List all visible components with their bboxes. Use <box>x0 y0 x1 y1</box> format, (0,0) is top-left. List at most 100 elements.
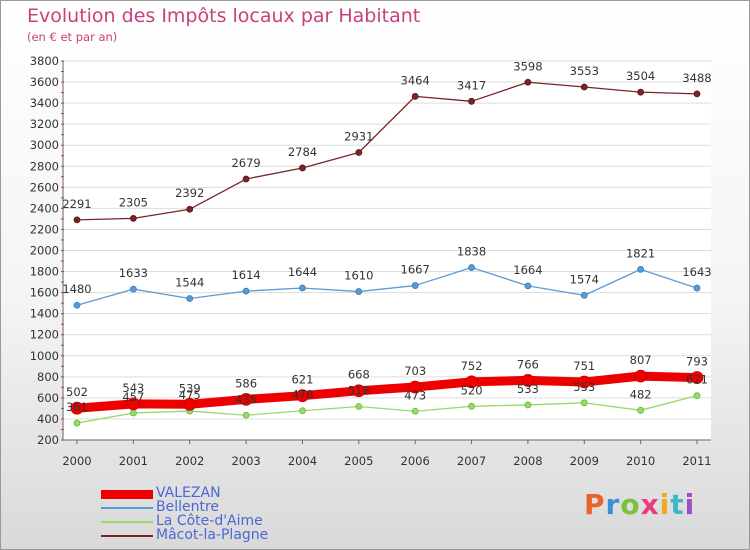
x-tick-label: 2006 <box>401 454 430 468</box>
data-label: 2291 <box>62 197 91 211</box>
x-tick-label: 2000 <box>62 454 91 468</box>
legend-label: Mâcot-la-Plagne <box>156 527 269 543</box>
data-label: 2679 <box>231 156 260 170</box>
data-label: 1838 <box>457 245 486 259</box>
y-tick-label: 3600 <box>30 75 59 89</box>
x-tick-label: 2010 <box>626 454 655 468</box>
legend-swatch <box>101 489 153 499</box>
data-point <box>73 301 81 309</box>
x-tick-label: 2009 <box>570 454 599 468</box>
data-point <box>411 282 419 289</box>
y-tick-label: 1200 <box>30 328 59 342</box>
x-tick-label: 2008 <box>513 454 542 468</box>
logo-letter: x <box>640 488 660 521</box>
data-label: 1480 <box>62 282 91 296</box>
data-point <box>355 403 363 410</box>
data-label: 1821 <box>626 246 655 260</box>
data-label: 457 <box>122 390 144 404</box>
data-label: 621 <box>686 373 708 387</box>
data-label: 1610 <box>344 269 373 283</box>
data-point <box>299 164 306 172</box>
data-label: 1574 <box>570 272 599 286</box>
x-tick-label: 2007 <box>457 454 486 468</box>
data-point <box>693 284 701 292</box>
data-point <box>242 175 250 183</box>
data-point <box>186 205 194 213</box>
data-label: 543 <box>122 381 144 395</box>
data-point <box>634 369 648 383</box>
data-point <box>129 285 137 293</box>
data-point <box>411 407 419 415</box>
data-point <box>70 401 84 415</box>
legend-swatch <box>101 535 153 537</box>
data-point <box>693 90 701 98</box>
data-point <box>126 397 140 411</box>
data-point <box>186 295 194 302</box>
data-label: 766 <box>517 357 539 371</box>
legend-item: Bellentre <box>101 499 361 515</box>
y-tick-label: 2000 <box>30 244 59 258</box>
legend-label: Bellentre <box>156 499 220 515</box>
data-point <box>468 97 475 105</box>
legend-item: VALEZAN <box>101 485 361 501</box>
data-label: 2931 <box>344 129 373 143</box>
data-point <box>73 216 81 224</box>
data-label: 2305 <box>119 195 148 209</box>
y-tick-label: 400 <box>37 412 59 426</box>
x-tick-label: 2005 <box>344 454 373 468</box>
data-label: 520 <box>461 383 483 397</box>
y-tick-label: 1800 <box>30 265 59 279</box>
y-tick-label: 200 <box>37 433 59 447</box>
data-label: 793 <box>686 355 708 369</box>
data-label: 539 <box>179 381 201 395</box>
data-point <box>580 83 588 91</box>
y-tick-label: 3400 <box>30 96 59 110</box>
data-point <box>296 389 309 403</box>
data-label: 3553 <box>570 64 599 78</box>
data-point <box>355 288 363 295</box>
data-label: 435 <box>235 392 257 406</box>
legend: VALEZAN Bellentre La Côte-d'Aime Mâcot-la-P… <box>101 485 361 543</box>
x-tick-label: 2001 <box>119 454 148 468</box>
data-label: 3598 <box>513 59 542 73</box>
data-point <box>521 374 535 387</box>
legend-label: La Côte-d'Aime <box>156 513 263 529</box>
data-label: 668 <box>348 368 370 382</box>
data-label: 478 <box>291 388 313 402</box>
proxiti-logo: Proxiti <box>584 488 695 521</box>
data-label: 1664 <box>513 263 542 277</box>
data-point <box>693 392 701 400</box>
data-point <box>524 401 532 409</box>
data-point <box>524 282 532 290</box>
data-point <box>577 375 591 389</box>
x-tick-label: 2003 <box>231 454 260 468</box>
data-point <box>242 411 250 419</box>
series-line <box>76 266 698 306</box>
data-label: 703 <box>404 364 426 378</box>
x-tick-label: 2011 <box>682 454 711 468</box>
data-point <box>299 284 306 292</box>
legend-item: La Côte-d'Aime <box>101 513 361 529</box>
series-line <box>76 395 698 424</box>
legend-label: VALEZAN <box>156 485 221 501</box>
data-label: 2784 <box>288 145 317 159</box>
data-label: 473 <box>404 388 426 402</box>
y-tick-label: 2200 <box>30 222 59 236</box>
logo-letter: i <box>684 488 696 521</box>
y-tick-label: 600 <box>37 391 59 405</box>
data-point <box>690 371 704 384</box>
data-point <box>411 92 419 100</box>
data-label: 751 <box>573 359 595 373</box>
x-tick-label: 2002 <box>175 454 204 468</box>
data-point <box>580 291 588 299</box>
data-label: 482 <box>630 387 652 401</box>
y-tick-label: 1600 <box>30 286 59 300</box>
data-label: 807 <box>630 353 652 367</box>
chart-title: Evolution des Impôts locaux par Habitant <box>27 5 421 27</box>
data-point <box>408 380 422 394</box>
legend-item: Mâcot-la-Plagne <box>101 527 361 543</box>
data-label: 533 <box>517 382 539 396</box>
data-label: 475 <box>179 388 201 402</box>
data-point <box>299 407 306 415</box>
data-point <box>524 78 532 86</box>
